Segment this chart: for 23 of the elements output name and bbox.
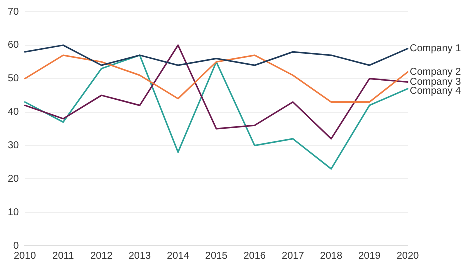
x-tick-label: 2016 bbox=[244, 250, 266, 262]
y-tick-label: 50 bbox=[8, 74, 20, 85]
y-tick-label: 0 bbox=[14, 240, 20, 252]
series-label: Company 2 bbox=[410, 66, 462, 78]
series-label: Company 3 bbox=[410, 76, 462, 88]
y-tick-label: 10 bbox=[8, 207, 20, 218]
x-tick-label: 2019 bbox=[358, 250, 382, 262]
x-tick-label: 2011 bbox=[52, 250, 75, 262]
y-tick-label: 60 bbox=[8, 40, 20, 52]
x-tick-label: 2015 bbox=[205, 250, 228, 262]
x-tick-label: 2020 bbox=[396, 250, 420, 262]
x-tick-label: 2010 bbox=[14, 250, 37, 262]
x-tick-label: 2012 bbox=[90, 250, 114, 262]
y-tick-label: 40 bbox=[8, 107, 20, 118]
y-tick-label: 30 bbox=[8, 140, 20, 152]
x-tick-label: 2017 bbox=[282, 250, 305, 262]
series-label: Company 4 bbox=[410, 86, 462, 97]
y-tick-label: 20 bbox=[8, 174, 20, 185]
x-tick-label: 2014 bbox=[167, 250, 190, 262]
x-tick-label: 2018 bbox=[320, 250, 343, 262]
y-tick-label: 70 bbox=[8, 6, 20, 18]
series-label: Company 1 bbox=[410, 44, 462, 55]
x-tick-label: 2013 bbox=[128, 250, 152, 262]
